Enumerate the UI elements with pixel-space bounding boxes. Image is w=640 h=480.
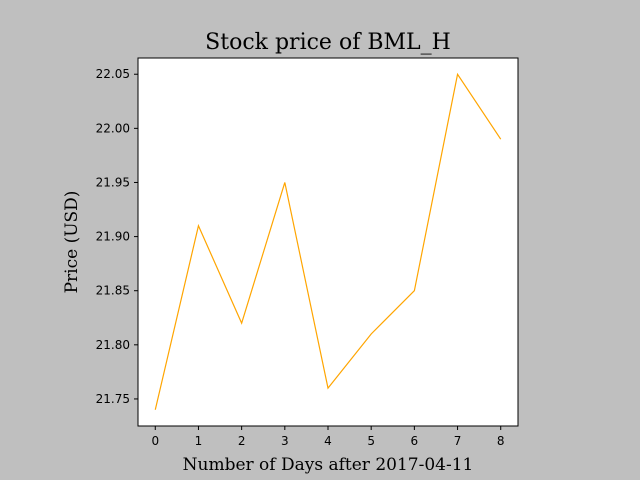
y-tick-label: 22.00 <box>96 121 130 135</box>
x-tick-label: 7 <box>454 434 462 448</box>
x-tick-label: 6 <box>411 434 419 448</box>
x-tick-label: 4 <box>324 434 332 448</box>
x-tick-label: 2 <box>238 434 246 448</box>
x-tick-label: 0 <box>151 434 159 448</box>
y-axis-label: Price (USD) <box>62 191 82 294</box>
y-tick-label: 21.90 <box>96 230 130 244</box>
y-tick-label: 21.80 <box>96 338 130 352</box>
y-tick-label: 21.85 <box>96 284 130 298</box>
y-tick-label: 22.05 <box>96 67 130 81</box>
y-axis: 21.75 21.80 21.85 21.90 21.95 22.00 22.05 <box>96 67 138 406</box>
x-tick-label: 8 <box>497 434 505 448</box>
y-tick-label: 21.95 <box>96 175 130 189</box>
chart-title: Stock price of BML_H <box>205 30 451 55</box>
plot-area <box>137 57 519 427</box>
y-tick-label: 21.75 <box>96 392 130 406</box>
series-line <box>154 72 502 410</box>
x-tick-label: 5 <box>367 434 375 448</box>
x-axis-label: Number of Days after 2017-04-11 <box>183 455 474 475</box>
x-tick-label: 1 <box>195 434 203 448</box>
x-axis: 0 1 2 3 4 5 6 7 8 <box>151 426 505 448</box>
x-tick-label: 3 <box>281 434 289 448</box>
